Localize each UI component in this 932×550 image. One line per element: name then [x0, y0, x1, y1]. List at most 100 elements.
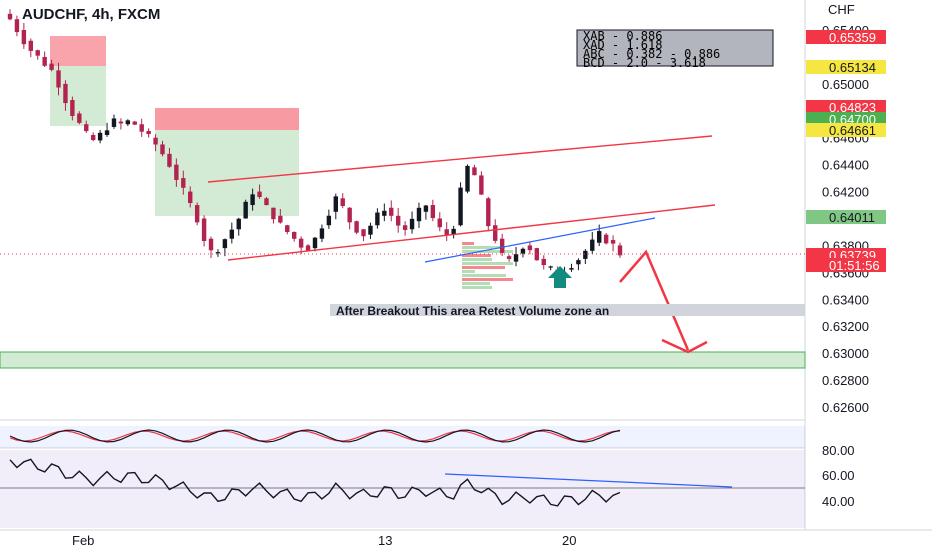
rsi-line: [9, 458, 621, 507]
volume-bar: [462, 278, 513, 281]
volume-profile: [462, 242, 513, 289]
price-tick: 0.64200: [822, 185, 869, 200]
candle: [201, 215, 207, 247]
candle: [285, 224, 290, 235]
candle: [486, 196, 491, 232]
rsi-band: [0, 450, 805, 528]
price-tick: 0.63000: [822, 346, 869, 361]
candle: [49, 59, 54, 72]
candle: [347, 207, 352, 230]
candle: [42, 51, 47, 68]
price-badge-label: 0.65134: [829, 60, 876, 75]
sl-zone-2: [155, 108, 299, 130]
candle: [257, 184, 262, 199]
candle: [590, 231, 595, 254]
time-tick-feb: Feb: [72, 533, 94, 548]
price-axis-ticks: 0.654000.650000.646000.644000.642000.638…: [822, 23, 869, 415]
channel-upper-line: [207, 135, 713, 183]
volume-bar: [462, 250, 513, 253]
pattern-xad: XAD - 1.618: [583, 38, 662, 52]
price-badge: 01:51:56: [806, 258, 886, 273]
candle: [368, 222, 373, 240]
candle: [215, 249, 221, 257]
osc-tick-40: 40.00: [822, 494, 855, 509]
price-badge: 0.65134: [806, 60, 886, 75]
candle: [56, 62, 61, 96]
volume-bar: [462, 246, 505, 249]
candle: [541, 255, 546, 270]
osc-tick-80: 80.00: [822, 443, 855, 458]
candle: [70, 96, 75, 121]
candle: [250, 188, 255, 211]
price-badge-label: 01:51:56: [829, 258, 880, 273]
candle: [174, 158, 179, 187]
candle: [188, 186, 193, 208]
candle: [111, 114, 117, 129]
candle: [292, 231, 297, 242]
candle: [444, 222, 449, 241]
candle: [229, 222, 235, 244]
pattern-bcd: BCD - 2.0 - 3.618: [583, 56, 706, 70]
candle: [395, 207, 401, 233]
candle: [520, 247, 526, 258]
price-badge: 0.65359: [806, 30, 886, 45]
candle: [146, 128, 151, 138]
candle: [222, 238, 228, 257]
volume-bar: [462, 258, 492, 261]
candle: [236, 217, 241, 236]
candle: [153, 134, 158, 152]
candle: [208, 236, 214, 258]
annotation-text: After Breakout This area Retest Volume z…: [336, 304, 609, 318]
candle: [506, 254, 512, 262]
oscillator-1-signal: [9, 430, 621, 442]
candle: [14, 15, 20, 37]
candle: [7, 9, 13, 21]
candle: [194, 202, 200, 226]
candle: [125, 119, 131, 127]
candle: [610, 235, 616, 252]
tp-zone-2: [155, 130, 299, 216]
candle: [576, 258, 581, 271]
price-tick: 0.62600: [822, 400, 869, 415]
candle: [243, 199, 248, 219]
candle: [21, 22, 27, 49]
candle: [305, 244, 311, 252]
candle: [382, 203, 387, 222]
volume-bar: [462, 262, 513, 265]
candle: [402, 221, 408, 236]
volume-bar: [462, 274, 506, 277]
candle: [617, 242, 623, 258]
candle: [97, 129, 103, 144]
volume-bar: [462, 266, 505, 269]
candle: [77, 111, 82, 125]
candle: [340, 193, 345, 209]
candle: [548, 265, 553, 271]
volume-bar: [462, 254, 491, 257]
candle: [118, 118, 124, 130]
candle: [354, 220, 359, 235]
candle: [181, 170, 186, 195]
candle: [430, 199, 436, 222]
candle: [416, 202, 422, 228]
volume-bar: [462, 282, 490, 285]
candle: [28, 38, 33, 58]
sl-zone-1: [50, 36, 106, 66]
candle: [312, 236, 318, 252]
candle: [139, 118, 144, 137]
harmonic-pattern-box: [576, 29, 774, 67]
time-tick-20: 20: [562, 533, 576, 548]
candle: [333, 193, 338, 220]
candle: [326, 209, 332, 229]
retest-trendline: [424, 217, 656, 263]
projection-arrowhead: [661, 338, 708, 354]
price-badge: 0.64823: [806, 100, 886, 115]
volume-bar: [462, 270, 475, 273]
candle: [409, 211, 415, 234]
candle: [389, 200, 394, 222]
price-tick: 0.63200: [822, 319, 869, 334]
candle: [423, 204, 429, 220]
candle: [479, 171, 484, 195]
candle: [160, 140, 165, 157]
candle: [603, 232, 609, 245]
